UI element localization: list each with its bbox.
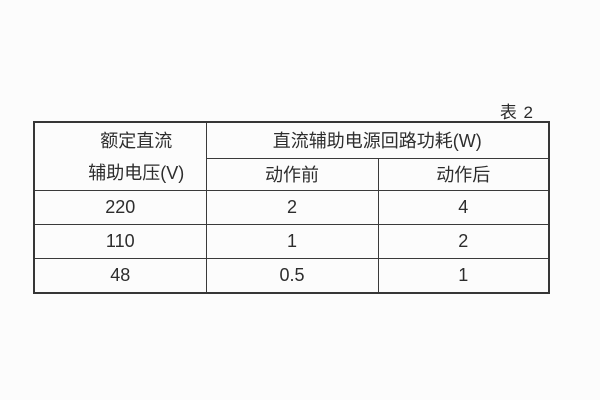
voltage-value-cell: 110 [33,223,207,259]
header-before-action-cell: 动作前 [205,157,379,191]
after-value-cell: 1 [377,257,550,294]
header-voltage-line1: 额定直流 [100,131,173,152]
table-row: 48 0.5 1 [33,257,550,294]
header-rated-dc-voltage-lines: 额定直流 辅助电压(V) [67,124,205,188]
header-after-action-cell: 动作后 [377,157,550,191]
header-power-consumption-cell: 直流辅助电源回路功耗(W) [205,121,550,159]
before-value-cell: 0.5 [205,257,379,294]
table-row: 220 2 4 [33,189,550,225]
voltage-value-cell: 48 [33,257,207,294]
table-row: 110 1 2 [33,223,550,259]
header-row-sub: 动作前 动作后 [34,157,550,191]
after-value-cell: 4 [377,189,550,225]
header-row-top: 额定直流 辅助电压(V) 直流辅助电源回路功耗(W) [33,121,550,191]
header-voltage-line2: 辅助电压(V) [88,163,185,184]
voltage-value-cell: 220 [33,189,207,225]
after-value-cell: 2 [377,223,550,259]
power-consumption-table: 额定直流 辅助电压(V) 直流辅助电源回路功耗(W) 动作前 动作后 220 2… [33,121,551,294]
before-value-cell: 1 [205,223,379,259]
table-caption: 表 2 [499,103,534,122]
before-value-cell: 2 [205,189,379,225]
header-rated-dc-voltage-cell: 额定直流 辅助电压(V) [33,121,207,191]
